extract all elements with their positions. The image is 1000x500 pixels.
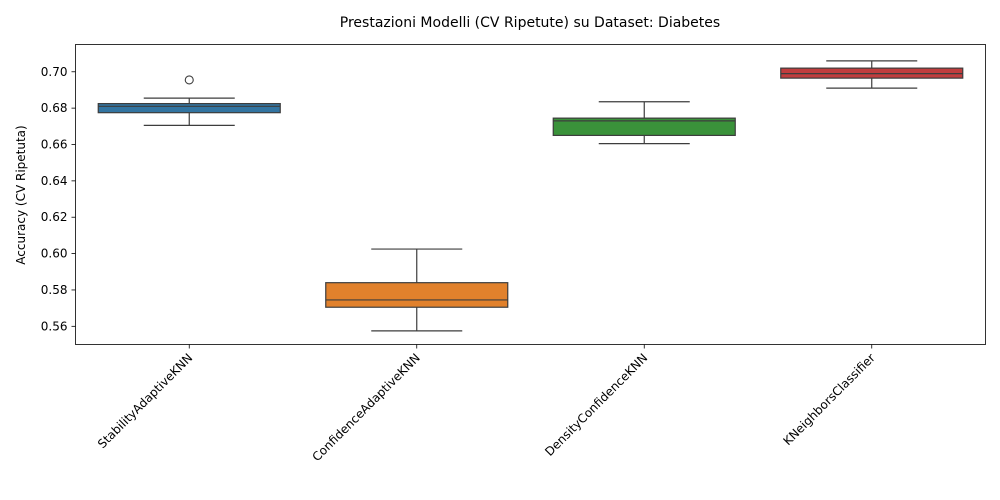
box-group bbox=[97, 75, 281, 127]
y-tick-label: 0.70 bbox=[41, 65, 68, 79]
box-group bbox=[780, 60, 964, 89]
outlier-point bbox=[184, 75, 194, 85]
x-tick-label: StabilityAdaptiveKNN bbox=[95, 351, 195, 451]
x-tick-label: DensityConfidenceKNN bbox=[542, 351, 650, 459]
iqr-box bbox=[552, 117, 736, 137]
y-axis-label: Accuracy (CV Ripetuta) bbox=[14, 125, 28, 264]
y-tick-label: 0.56 bbox=[41, 319, 68, 333]
iqr-box bbox=[325, 282, 509, 308]
plot-area bbox=[97, 60, 964, 332]
y-tick-label: 0.58 bbox=[41, 283, 68, 297]
y-tick-label: 0.62 bbox=[41, 210, 68, 224]
y-tick-label: 0.66 bbox=[41, 138, 68, 152]
iqr-box bbox=[97, 102, 281, 114]
axes-frame bbox=[75, 44, 986, 345]
x-tick-label: KNeighborsClassifier bbox=[780, 351, 877, 448]
box-group bbox=[325, 248, 509, 332]
y-axis: 0.56 0.58 0.60 0.62 0.64 0.66 0.68 0.70 bbox=[41, 65, 76, 333]
y-tick-label: 0.60 bbox=[41, 247, 68, 261]
x-axis: StabilityAdaptiveKNN ConfidenceAdaptiveKN… bbox=[95, 344, 878, 464]
box-group bbox=[552, 101, 736, 145]
x-tick-label: ConfidenceAdaptiveKNN bbox=[309, 351, 422, 464]
y-tick-label: 0.68 bbox=[41, 101, 68, 115]
chart-title: Prestazioni Modelli (CV Ripetute) su Dat… bbox=[340, 15, 720, 31]
y-tick-label: 0.64 bbox=[41, 174, 68, 188]
